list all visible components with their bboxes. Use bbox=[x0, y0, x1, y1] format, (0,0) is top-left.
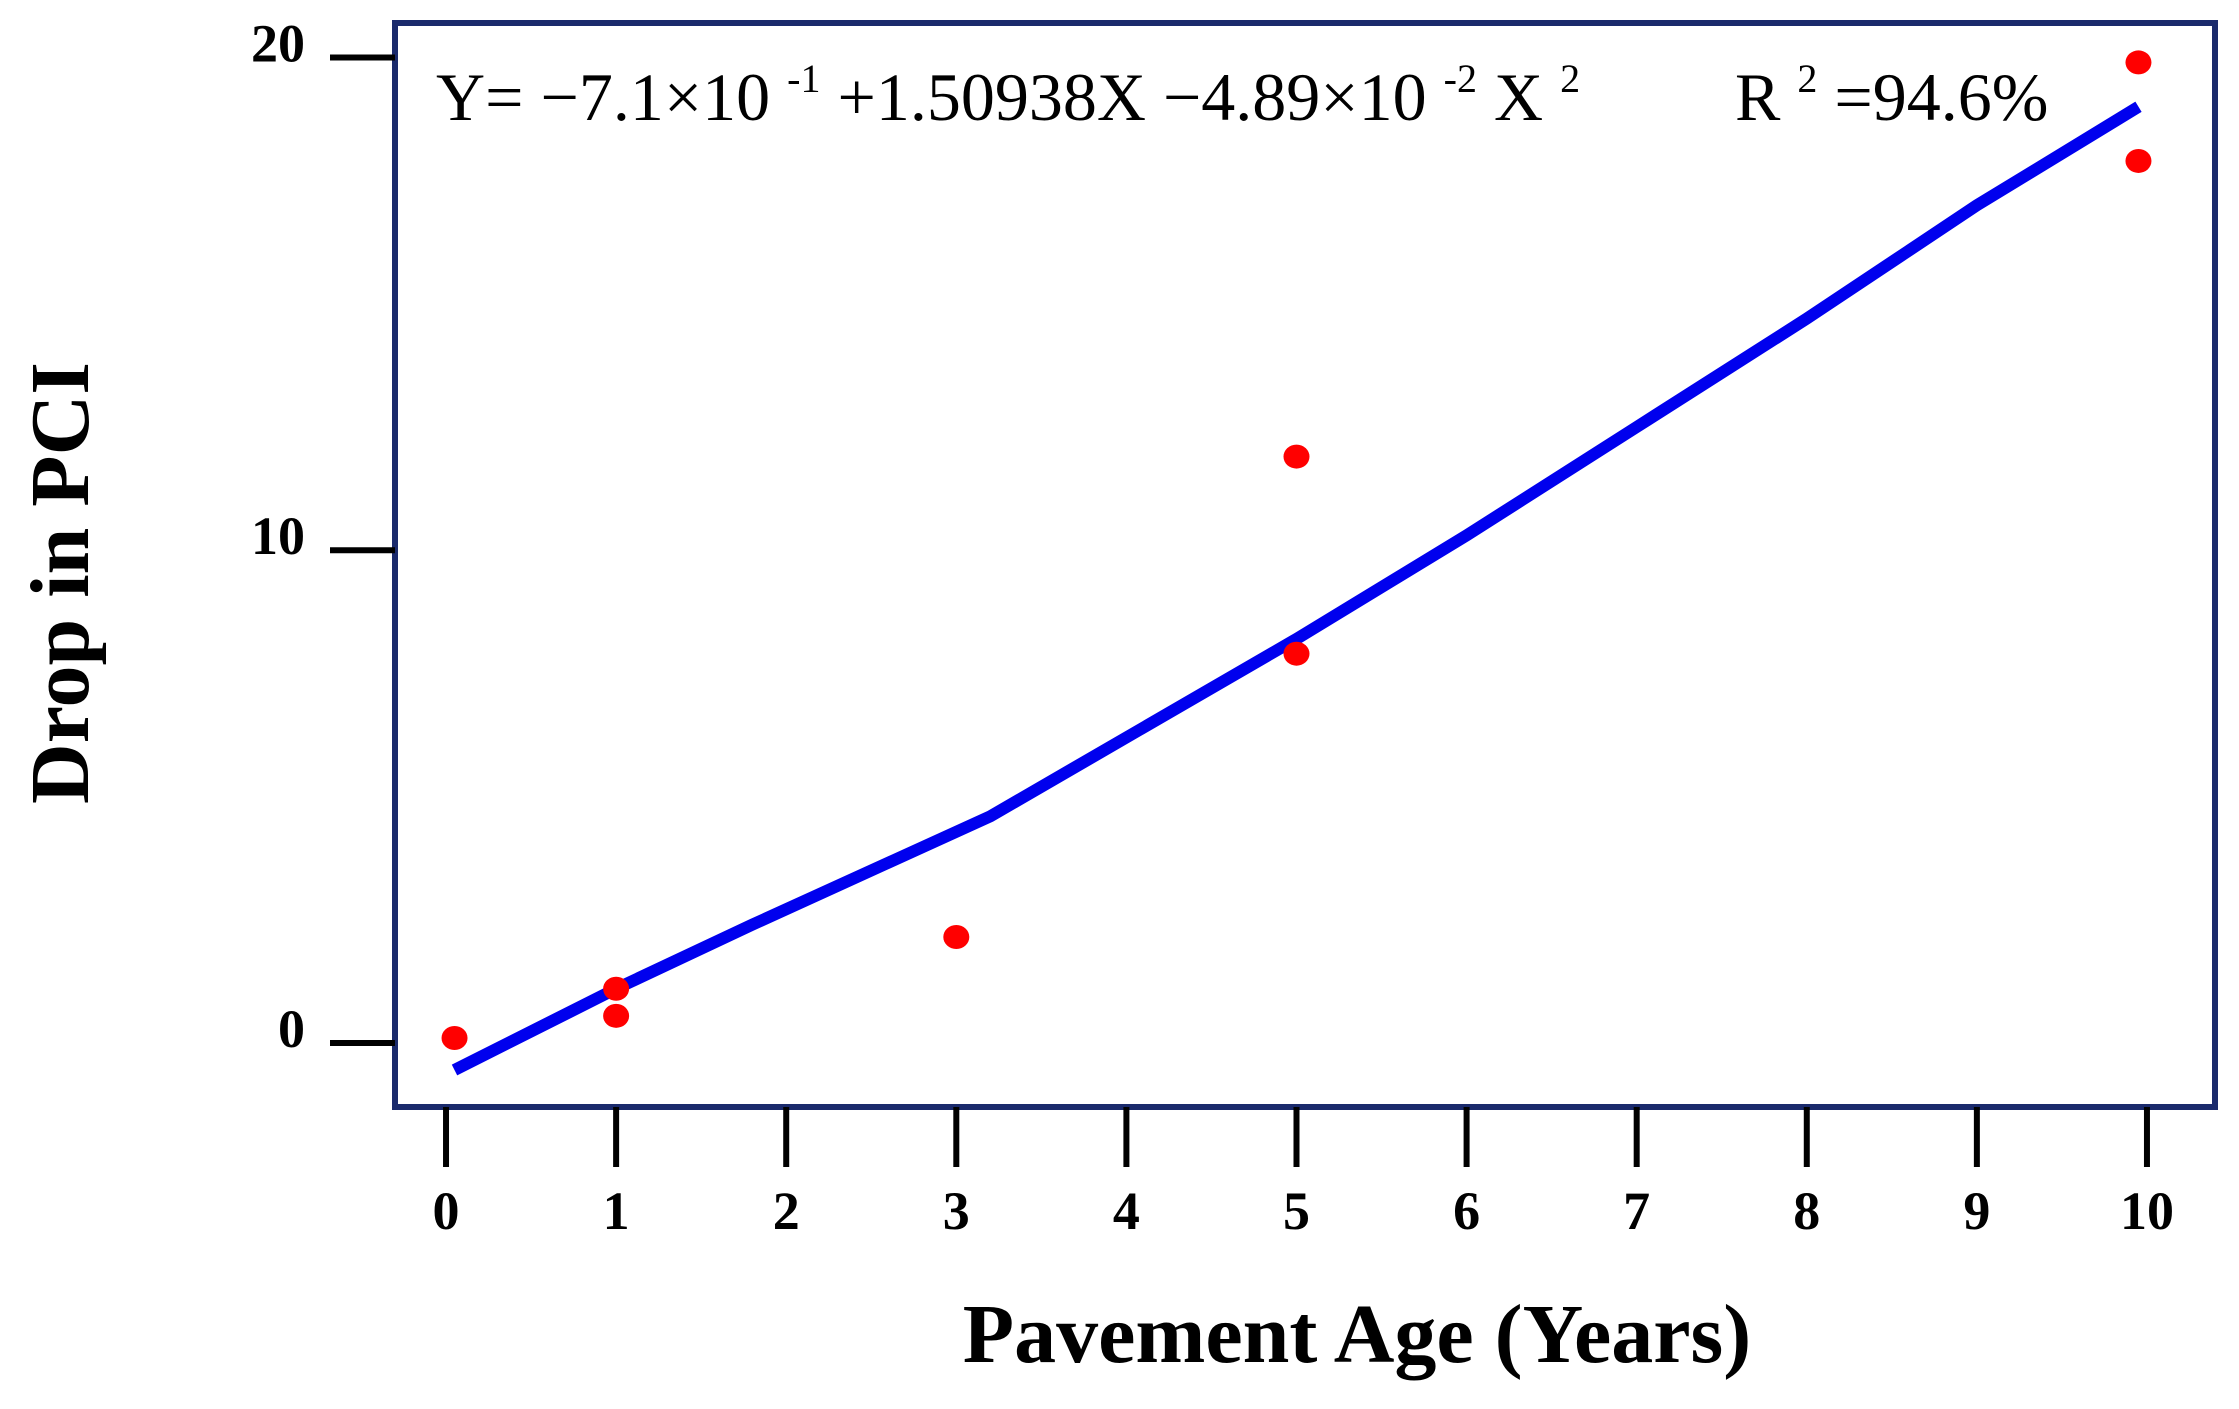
data-point-7 bbox=[2125, 148, 2152, 173]
data-point-2 bbox=[603, 1003, 630, 1028]
data-points-layer bbox=[441, 50, 2152, 1051]
x-tick-label-9: 9 bbox=[1963, 1181, 1990, 1241]
x-tick-label-3: 3 bbox=[943, 1181, 970, 1241]
y-tick-label-20: 20 bbox=[251, 13, 305, 73]
data-point-1 bbox=[603, 976, 630, 1001]
y-tick-label-10: 10 bbox=[251, 506, 305, 566]
r-squared-text: R 2 =94.6% bbox=[1735, 31, 2048, 135]
y-tick-label-0: 0 bbox=[278, 999, 305, 1059]
fit-curve-layer bbox=[451, 101, 2142, 1076]
equation-text: Y= −7.1×10 -1 +1.50938X −4.89×10 -2 X 2 bbox=[436, 31, 1580, 135]
x-tick-label-8: 8 bbox=[1793, 1181, 1820, 1241]
equation-term1: −7.1×10 bbox=[540, 59, 770, 135]
r-label: R bbox=[1735, 59, 1781, 135]
data-point-4 bbox=[1283, 444, 1310, 469]
r-value: =94.6% bbox=[1834, 59, 2048, 135]
x-tick-label-1: 1 bbox=[603, 1181, 630, 1241]
data-point-6 bbox=[2125, 50, 2152, 75]
equation-term2: +1.50938X −4.89×10 bbox=[838, 59, 1427, 135]
y-axis: 0 10 20 bbox=[251, 13, 395, 1059]
data-point-5 bbox=[1283, 641, 1310, 666]
data-point-3 bbox=[943, 925, 970, 950]
equation-lhs: Y= bbox=[436, 59, 523, 135]
x-tick-label-7: 7 bbox=[1623, 1181, 1650, 1241]
x-tick-label-4: 4 bbox=[1113, 1181, 1140, 1241]
x-tick-label-10: 10 bbox=[2120, 1181, 2174, 1241]
equation-term3: X bbox=[1494, 59, 1543, 135]
x-axis: 0 1 2 3 4 5 6 7 8 9 10 bbox=[433, 1107, 2174, 1241]
data-point-0 bbox=[441, 1026, 468, 1051]
equation-exp3: 2 bbox=[1560, 56, 1580, 101]
x-tick-label-2: 2 bbox=[773, 1181, 800, 1241]
x-tick-label-0: 0 bbox=[433, 1181, 460, 1241]
x-tick-label-6: 6 bbox=[1453, 1181, 1480, 1241]
fit-curve bbox=[451, 101, 2142, 1076]
equation-exp1: -1 bbox=[787, 56, 820, 101]
x-tick-label-5: 5 bbox=[1283, 1181, 1310, 1241]
r-exp: 2 bbox=[1797, 56, 1817, 101]
y-axis-title: Drop in PCI bbox=[14, 362, 107, 804]
x-axis-title: Pavement Age (Years) bbox=[963, 1288, 1751, 1381]
plot-frame bbox=[392, 20, 2218, 1110]
equation-exp2: -2 bbox=[1444, 56, 1477, 101]
